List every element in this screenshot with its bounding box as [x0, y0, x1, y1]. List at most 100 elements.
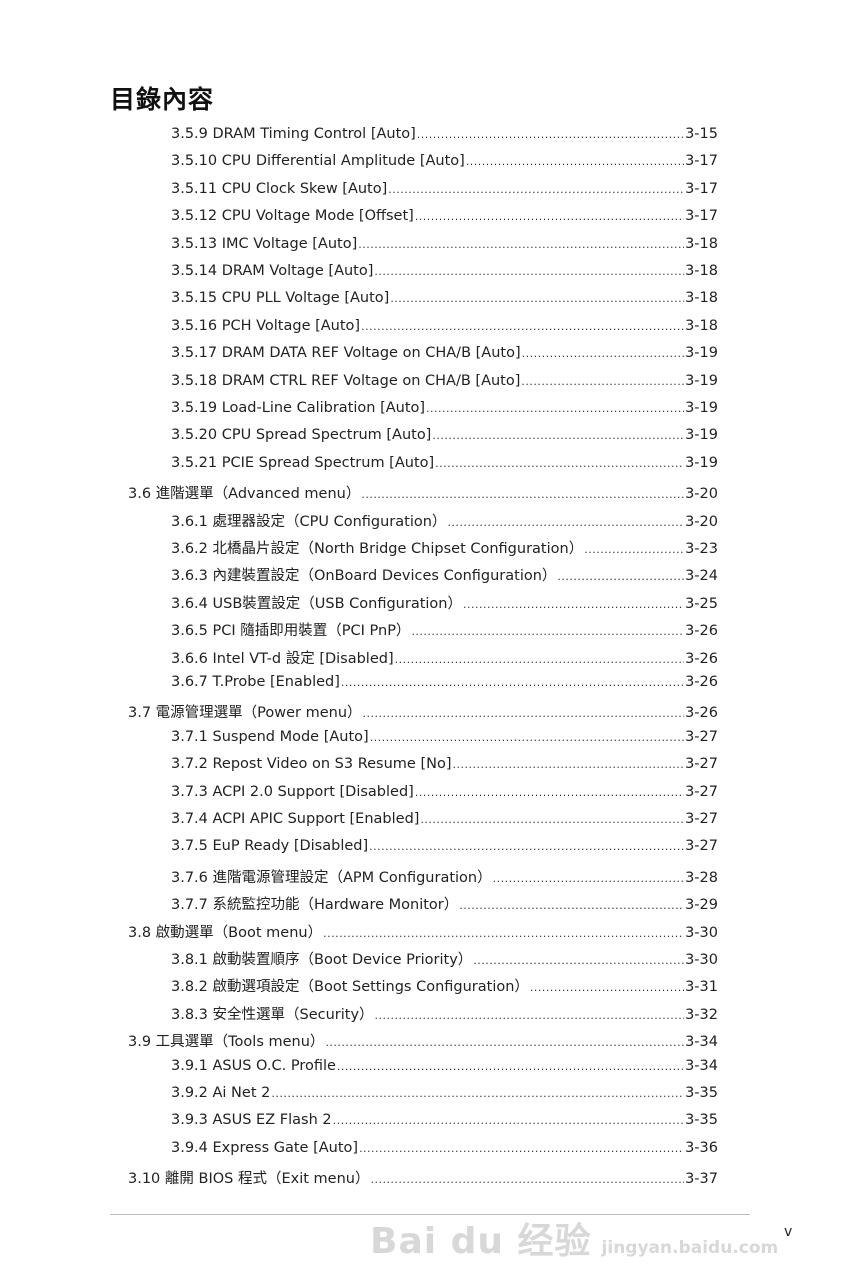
toc-entry[interactable]: 3.10 離開 BIOS 程式（Exit menu） 3-37	[128, 1167, 718, 1191]
toc-entry[interactable]: 3.9.3 ASUS EZ Flash 2 3-35	[171, 1112, 718, 1136]
dot-leader	[370, 731, 684, 744]
toc-entry[interactable]: 3.6 進階選單（Advanced menu） 3-20	[128, 482, 718, 506]
toc-entry-label: 3.6.4 USB裝置設定（USB Configuration）	[171, 595, 462, 612]
toc-entry-page: 3-24	[685, 568, 718, 585]
toc-entry-label: 3.5.18 DRAM CTRL REF Voltage on CHA/B [A…	[171, 372, 521, 389]
toc-entry-label: 3.6.7 T.Probe [Enabled]	[171, 674, 340, 690]
toc-entry[interactable]: 3.5.15 CPU PLL Voltage [Auto] 3-18	[171, 290, 718, 314]
toc-entry-label: 3.7.6 進階電源管理設定（APM Configuration）	[171, 869, 492, 886]
toc-entry-label: 3.5.15 CPU PLL Voltage [Auto]	[171, 290, 390, 307]
toc-entry-page: 3-19	[685, 345, 718, 362]
toc-entry-page: 3-17	[685, 180, 718, 197]
toc-entry[interactable]: 3.9.4 Express Gate [Auto] 3-36	[171, 1140, 718, 1164]
toc-entry[interactable]: 3.8.2 啟動選項設定（Boot Settings Configuration…	[171, 975, 718, 999]
toc-entry[interactable]: 3.7.6 進階電源管理設定（APM Configuration） 3-28	[171, 866, 718, 890]
toc-entry-label: 3.7.1 Suspend Mode [Auto]	[171, 728, 369, 745]
toc-entry-page: 3-36	[685, 1139, 718, 1156]
toc-entry-label: 3.9 工具選單（Tools menu）	[128, 1034, 325, 1051]
page-title: 目錄內容	[110, 85, 215, 114]
toc-entry-page: 3-27	[685, 811, 718, 827]
toc-entry[interactable]: 3.6.3 內建裝置設定（OnBoard Devices Configurati…	[171, 564, 718, 588]
toc-entry-page: 3-27	[685, 728, 718, 745]
toc-entry-page: 3-35	[685, 1112, 718, 1129]
toc-entry[interactable]: 3.6.2 北橋晶片設定（North Bridge Chipset Config…	[171, 537, 718, 561]
toc-entry-label: 3.5.14 DRAM Voltage [Auto]	[171, 263, 374, 279]
dot-leader	[473, 954, 684, 967]
toc-entry[interactable]: 3.6.6 Intel VT-d 設定 [Disabled] 3-26	[171, 647, 718, 671]
toc-entry-page: 3-26	[685, 623, 718, 640]
toc-entry[interactable]: 3.9.1 ASUS O.C. Profile 3-34	[171, 1058, 718, 1082]
toc-entry[interactable]: 3.5.10 CPU Differential Amplitude [Auto]…	[171, 153, 718, 177]
toc-entry[interactable]: 3.7.4 ACPI APIC Support [Enabled] 3-27	[171, 811, 718, 835]
toc-entry-page: 3-19	[685, 454, 718, 471]
toc-entry[interactable]: 3.5.9 DRAM Timing Control [Auto] 3-15	[171, 126, 718, 150]
toc-entry[interactable]: 3.5.13 IMC Voltage [Auto] 3-18	[171, 236, 718, 260]
dot-leader	[363, 707, 685, 720]
toc-entry[interactable]: 3.7 電源管理選單（Power menu） 3-26	[128, 701, 718, 725]
toc-entry-label: 3.6.6 Intel VT-d 設定 [Disabled]	[171, 650, 394, 667]
toc-entry[interactable]: 3.7.3 ACPI 2.0 Support [Disabled] 3-27	[171, 784, 718, 808]
toc-entry-page: 3-26	[685, 705, 718, 722]
dot-leader	[370, 1173, 684, 1186]
toc-entry[interactable]: 3.5.20 CPU Spread Spectrum [Auto] 3-19	[171, 427, 718, 451]
toc-entry[interactable]: 3.6.4 USB裝置設定（USB Configuration） 3-25	[171, 592, 718, 616]
dot-leader	[337, 1060, 684, 1073]
dot-leader	[375, 1009, 685, 1022]
toc-entry[interactable]: 3.5.11 CPU Clock Skew [Auto] 3-17	[171, 181, 718, 205]
toc-entry-page: 3-32	[685, 1006, 718, 1023]
toc-entry-label: 3.5.13 IMC Voltage [Auto]	[171, 235, 358, 252]
toc-entry-page: 3-34	[685, 1034, 718, 1051]
toc-entry-page: 3-15	[685, 126, 718, 142]
toc-entry-page: 3-31	[685, 979, 718, 996]
toc-entry[interactable]: 3.9.2 Ai Net 2 3-35	[171, 1085, 718, 1109]
toc-entry-label: 3.5.12 CPU Voltage Mode [Offset]	[171, 208, 414, 225]
toc-entry-page: 3-17	[685, 208, 718, 225]
dot-leader	[395, 653, 684, 666]
toc-entry-page: 3-29	[685, 897, 718, 914]
dot-leader	[459, 899, 684, 912]
toc-entry[interactable]: 3.7.7 系統監控功能（Hardware Monitor） 3-29	[171, 893, 718, 917]
toc-entry[interactable]: 3.5.19 Load-Line Calibration [Auto] 3-19	[171, 400, 718, 424]
toc-entry-page: 3-37	[685, 1171, 718, 1188]
toc-entry[interactable]: 3.7.1 Suspend Mode [Auto] 3-27	[171, 729, 718, 753]
dot-leader	[584, 543, 684, 556]
dot-leader	[390, 292, 684, 305]
toc-entry[interactable]: 3.8.1 啟動裝置順序（Boot Device Priority） 3-30	[171, 948, 718, 972]
toc-entry-page: 3-18	[685, 317, 718, 334]
toc-entry-label: 3.6.2 北橋晶片設定（North Bridge Chipset Config…	[171, 541, 584, 557]
toc-entry[interactable]: 3.6.7 T.Probe [Enabled] 3-26	[171, 674, 718, 698]
toc-entry-label: 3.7 電源管理選單（Power menu）	[128, 705, 362, 722]
dot-leader	[415, 786, 684, 799]
toc-entry[interactable]: 3.9 工具選單（Tools menu） 3-34	[128, 1030, 718, 1054]
toc-entry-page: 3-18	[685, 235, 718, 252]
toc-entry[interactable]: 3.5.18 DRAM CTRL REF Voltage on CHA/B [A…	[171, 373, 718, 397]
dot-leader	[361, 488, 684, 501]
toc-entry-page: 3-27	[685, 838, 718, 855]
dot-leader	[557, 570, 684, 583]
toc-entry-page: 3-18	[685, 290, 718, 307]
toc-entry-page: 3-27	[685, 756, 718, 773]
toc-entry[interactable]: 3.5.14 DRAM Voltage [Auto] 3-18	[171, 263, 718, 287]
toc-entry[interactable]: 3.7.2 Repost Video on S3 Resume [No] 3-27	[171, 756, 718, 780]
toc-entry[interactable]: 3.6.5 PCI 隨插即用裝置（PCI PnP） 3-26	[171, 619, 718, 643]
dot-leader	[522, 347, 684, 360]
page-number: v	[784, 1224, 793, 1240]
dot-leader	[341, 676, 684, 689]
toc-entry[interactable]: 3.8 啟動選單（Boot menu） 3-30	[128, 921, 718, 945]
toc-entry-page: 3-30	[685, 952, 718, 968]
toc-entry-label: 3.6.3 內建裝置設定（OnBoard Devices Configurati…	[171, 568, 557, 585]
toc-entry[interactable]: 3.6.1 處理器設定（CPU Configuration） 3-20	[171, 510, 718, 534]
footer-divider	[110, 1214, 750, 1215]
toc-entry-label: 3.9.4 Express Gate [Auto]	[171, 1139, 359, 1156]
dot-leader	[453, 758, 685, 771]
toc-entry[interactable]: 3.5.16 PCH Voltage [Auto] 3-18	[171, 318, 718, 342]
toc-entry[interactable]: 3.5.17 DRAM DATA REF Voltage on CHA/B [A…	[171, 345, 718, 369]
toc-entry[interactable]: 3.8.3 安全性選單（Security） 3-32	[171, 1003, 718, 1027]
toc-entry[interactable]: 3.5.21 PCIE Spread Spectrum [Auto] 3-19	[171, 455, 718, 479]
toc-entry-page: 3-19	[685, 372, 718, 389]
dot-leader	[325, 1036, 684, 1049]
toc-entry[interactable]: 3.7.5 EuP Ready [Disabled] 3-27	[171, 838, 718, 862]
dot-leader	[435, 457, 684, 470]
dot-leader	[411, 625, 684, 638]
toc-entry[interactable]: 3.5.12 CPU Voltage Mode [Offset] 3-17	[171, 208, 718, 232]
